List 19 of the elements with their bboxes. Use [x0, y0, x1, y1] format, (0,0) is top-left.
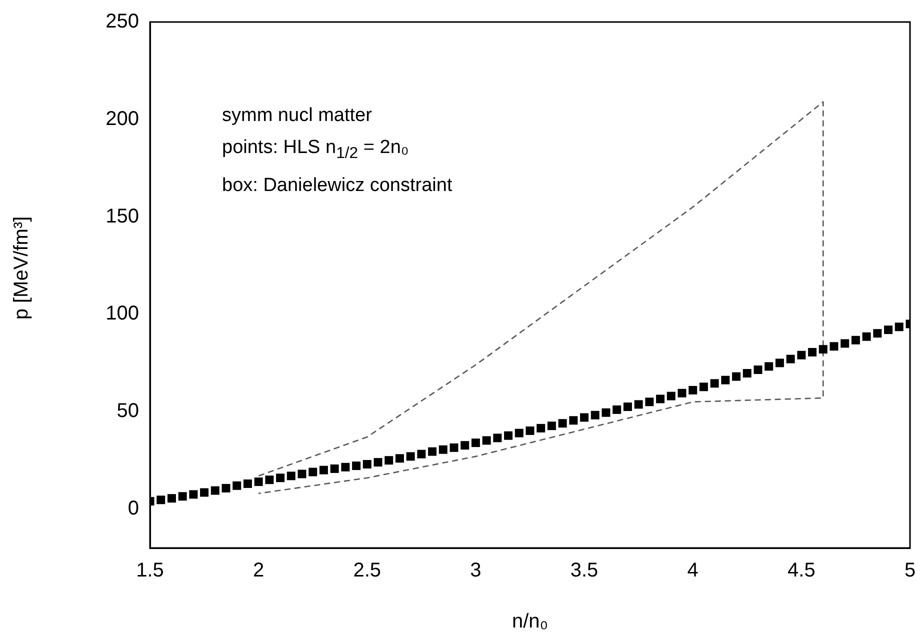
- x-tick-label: 3: [470, 560, 482, 582]
- x-tick-label: 1.5: [136, 560, 164, 582]
- y-axis-title: p [MeV/fm³]: [10, 216, 34, 320]
- x-tick-label: 4: [687, 560, 698, 582]
- y-tick-label: 150: [106, 205, 139, 228]
- x-tick-label: 2.5: [353, 560, 382, 582]
- y-tick-label: 50: [116, 400, 139, 422]
- y-tick-label: 250: [106, 10, 139, 33]
- annotation: points: HLS n$_{1/2}$ = 2n₀: [222, 136, 410, 164]
- y-tick-label: 200: [106, 108, 139, 130]
- x-tick-label: 5: [904, 560, 916, 582]
- annotation: symm nucl matter: [222, 104, 373, 128]
- y-tick-label: 0: [128, 498, 139, 520]
- x-axis-title: n/n₀: [512, 610, 548, 634]
- annotation: box: Danielewicz constraint: [222, 174, 452, 198]
- x-tick-label: 2: [253, 560, 264, 582]
- x-tick-label: 4.5: [788, 560, 816, 582]
- y-tick-label: 100: [106, 302, 139, 325]
- x-tick-label: 3.5: [570, 560, 598, 582]
